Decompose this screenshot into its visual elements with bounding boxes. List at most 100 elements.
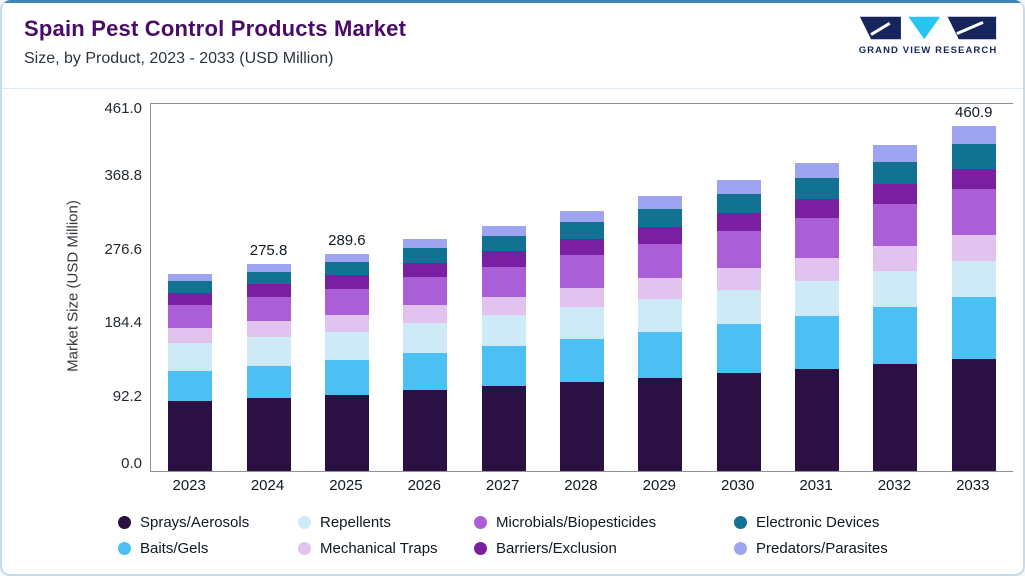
bar-2026 bbox=[403, 104, 448, 471]
segment-mechanical-traps bbox=[403, 305, 448, 323]
x-axis-tick-label: 2023 bbox=[172, 477, 206, 494]
segment-electronic-devices bbox=[638, 208, 683, 227]
predators-parasites-legend-dot bbox=[734, 541, 747, 555]
segment-predators-parasites bbox=[638, 196, 683, 209]
repellents-legend-dot bbox=[298, 515, 311, 529]
segment-sprays-aerosols bbox=[795, 368, 840, 471]
stacked-bar bbox=[403, 239, 448, 471]
y-axis-tick-label: 368.8 bbox=[104, 167, 142, 185]
segment-predators-parasites bbox=[168, 274, 213, 282]
segment-mechanical-traps bbox=[716, 268, 761, 291]
segment-microbials-biopesticides bbox=[638, 243, 683, 279]
segment-microbials-biopesticides bbox=[873, 203, 918, 247]
segment-electronic-devices bbox=[559, 222, 604, 240]
electronic-devices-legend-dot bbox=[734, 515, 747, 529]
segment-baits-gels bbox=[951, 297, 996, 359]
segment-microbials-biopesticides bbox=[951, 189, 996, 235]
baits-gels-legend-dot bbox=[118, 541, 131, 555]
segment-sprays-aerosols bbox=[638, 377, 683, 471]
segment-repellents bbox=[795, 281, 840, 316]
stacked-bar bbox=[716, 180, 761, 471]
bar-2029 bbox=[638, 104, 683, 471]
logo-glyphs bbox=[859, 16, 997, 40]
segment-sprays-aerosols bbox=[873, 363, 918, 471]
segment-barriers-exclusion bbox=[638, 226, 683, 244]
logo-text: GRAND VIEW RESEARCH bbox=[858, 45, 998, 56]
segment-predators-parasites bbox=[716, 180, 761, 194]
segment-baits-gels bbox=[638, 331, 683, 378]
segment-electronic-devices bbox=[168, 281, 213, 293]
stacked-bar bbox=[951, 125, 996, 471]
legend-label: Sprays/Aerosols bbox=[140, 513, 250, 531]
x-axis-tick-label: 2025 bbox=[329, 477, 363, 494]
segment-baits-gels bbox=[559, 339, 604, 382]
segment-microbials-biopesticides bbox=[324, 289, 369, 315]
x-axis-tick-label: 2024 bbox=[250, 477, 285, 494]
segment-electronic-devices bbox=[951, 144, 996, 169]
segment-baits-gels bbox=[873, 306, 918, 364]
segment-predators-parasites bbox=[951, 125, 996, 145]
segment-sprays-aerosols bbox=[168, 400, 213, 471]
segment-repellents bbox=[246, 337, 291, 366]
segment-repellents bbox=[716, 290, 761, 324]
bar-2027 bbox=[481, 104, 526, 471]
stacked-bar bbox=[873, 145, 918, 471]
legend-item-microbials-biopesticides: Microbials/Biopesticides bbox=[474, 512, 656, 532]
segment-repellents bbox=[403, 322, 448, 353]
stacked-bar bbox=[324, 254, 369, 471]
legend-label: Mechanical Traps bbox=[320, 539, 438, 557]
x-axis-tick-label: 2026 bbox=[407, 477, 441, 494]
segment-barriers-exclusion bbox=[403, 262, 448, 278]
segment-mechanical-traps bbox=[481, 296, 526, 316]
top-accent-bar bbox=[2, 0, 1023, 3]
segment-baits-gels bbox=[403, 352, 448, 390]
segment-sprays-aerosols bbox=[716, 373, 761, 471]
y-axis-tick-label: 461.0 bbox=[104, 100, 142, 117]
segment-predators-parasites bbox=[481, 225, 526, 236]
segment-microbials-biopesticides bbox=[246, 297, 291, 322]
barriers-exclusion-legend-dot bbox=[474, 541, 487, 555]
segment-microbials-biopesticides bbox=[168, 305, 213, 328]
segment-microbials-biopesticides bbox=[481, 266, 526, 297]
legend-item-mechanical-traps: Mechanical Traps bbox=[298, 538, 438, 558]
segment-microbials-biopesticides bbox=[795, 218, 840, 258]
segment-predators-parasites bbox=[403, 239, 448, 249]
grand-view-research-logo: GRAND VIEW RESEARCH bbox=[853, 14, 1003, 56]
segment-predators-parasites bbox=[324, 254, 369, 263]
segment-barriers-exclusion bbox=[246, 284, 291, 298]
segment-repellents bbox=[638, 299, 683, 332]
bar-2023 bbox=[168, 104, 213, 471]
segment-baits-gels bbox=[481, 346, 526, 387]
legend-label: Electronic Devices bbox=[756, 513, 880, 531]
legend-label: Predators/Parasites bbox=[756, 539, 888, 557]
x-axis-tick-label: 2031 bbox=[799, 477, 833, 494]
segment-repellents bbox=[481, 315, 526, 347]
segment-electronic-devices bbox=[246, 271, 291, 285]
bar-2033: 460.9 bbox=[951, 104, 996, 471]
segment-barriers-exclusion bbox=[795, 199, 840, 219]
bar-2031 bbox=[795, 104, 840, 471]
segment-mechanical-traps bbox=[638, 278, 683, 300]
segment-mechanical-traps bbox=[951, 234, 996, 262]
segment-baits-gels bbox=[795, 315, 840, 369]
segment-baits-gels bbox=[324, 360, 369, 395]
stacked-bar bbox=[795, 163, 840, 471]
segment-predators-parasites bbox=[873, 145, 918, 162]
x-axis-tick-label: 2030 bbox=[721, 477, 755, 494]
segment-microbials-biopesticides bbox=[716, 231, 761, 269]
segment-mechanical-traps bbox=[873, 246, 918, 272]
segment-electronic-devices bbox=[716, 193, 761, 214]
segment-predators-parasites bbox=[246, 264, 291, 272]
stacked-bar bbox=[481, 225, 526, 471]
legend-item-baits-gels: Baits/Gels bbox=[118, 538, 208, 558]
segment-barriers-exclusion bbox=[951, 168, 996, 190]
segment-electronic-devices bbox=[324, 262, 369, 276]
segment-electronic-devices bbox=[481, 235, 526, 252]
segment-repellents bbox=[324, 331, 369, 361]
segment-repellents bbox=[559, 307, 604, 340]
x-axis-tick-label: 2027 bbox=[485, 477, 520, 494]
segment-microbials-biopesticides bbox=[403, 277, 448, 306]
mechanical-traps-legend-dot bbox=[298, 541, 311, 555]
y-axis-tick-label: 184.4 bbox=[104, 314, 142, 332]
